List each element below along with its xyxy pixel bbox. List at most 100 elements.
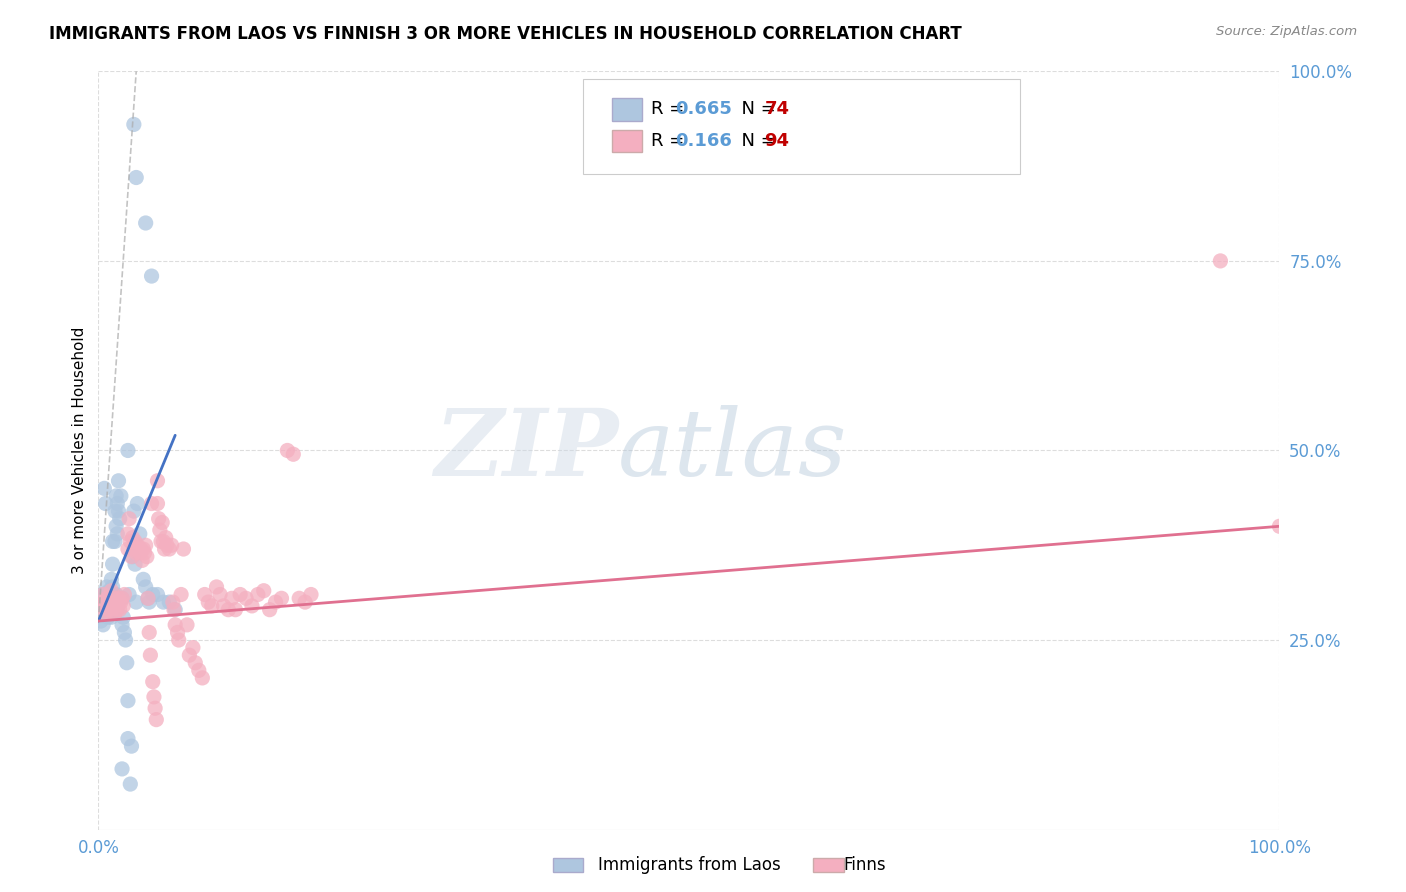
Point — [128, 546, 150, 560]
Point — [96, 603, 118, 617]
Point — [108, 512, 131, 526]
Point — [146, 496, 169, 510]
Point — [105, 519, 128, 533]
Point — [98, 595, 121, 609]
Point — [283, 447, 305, 461]
Point — [110, 489, 132, 503]
Point — [145, 713, 167, 727]
Point — [184, 656, 207, 670]
Point — [172, 541, 194, 557]
Point — [152, 595, 174, 609]
Point — [163, 603, 186, 617]
Point — [165, 603, 187, 617]
Point — [170, 588, 193, 602]
Point — [105, 496, 128, 510]
Point — [135, 216, 157, 230]
Point — [93, 482, 115, 496]
Point — [122, 541, 145, 557]
Point — [141, 269, 163, 284]
Point — [152, 534, 174, 549]
Point — [122, 117, 145, 131]
Point — [104, 534, 127, 549]
Point — [138, 625, 160, 640]
Text: IMMIGRANTS FROM LAOS VS FINNISH 3 OR MORE VEHICLES IN HOUSEHOLD CORRELATION CHAR: IMMIGRANTS FROM LAOS VS FINNISH 3 OR MOR… — [49, 25, 962, 43]
Point — [97, 603, 120, 617]
Point — [201, 599, 224, 613]
Point — [101, 534, 124, 549]
Point — [112, 610, 135, 624]
Point — [167, 633, 190, 648]
Point — [101, 599, 124, 613]
Point — [157, 595, 180, 609]
Point — [146, 588, 169, 602]
Point — [205, 580, 228, 594]
Point — [136, 591, 159, 606]
Point — [165, 617, 187, 632]
Point — [90, 603, 112, 617]
Point — [142, 588, 165, 602]
Point — [107, 591, 129, 606]
Point — [197, 595, 219, 609]
Point — [135, 549, 157, 564]
Point — [187, 664, 209, 678]
Point — [142, 674, 165, 689]
Text: 74: 74 — [765, 100, 790, 119]
Point — [96, 580, 118, 594]
Point — [89, 607, 111, 621]
Point — [191, 671, 214, 685]
Point — [1209, 253, 1232, 268]
Point — [253, 583, 276, 598]
Point — [299, 588, 322, 602]
Point — [128, 526, 150, 541]
Point — [212, 599, 235, 613]
Text: Source: ZipAtlas.com: Source: ZipAtlas.com — [1216, 25, 1357, 38]
Point — [128, 541, 150, 557]
Point — [125, 170, 148, 185]
Point — [112, 625, 135, 640]
Point — [98, 583, 121, 598]
Point — [111, 762, 134, 776]
FancyBboxPatch shape — [612, 98, 641, 120]
Text: 94: 94 — [765, 132, 790, 150]
Point — [229, 588, 252, 602]
Point — [93, 588, 115, 602]
Point — [217, 603, 239, 617]
Point — [132, 573, 155, 587]
Point — [246, 588, 269, 602]
Point — [91, 588, 114, 602]
Point — [105, 526, 128, 541]
Point — [101, 580, 124, 594]
Point — [125, 546, 148, 560]
Point — [136, 591, 159, 606]
Point — [276, 443, 298, 458]
Point — [104, 504, 127, 518]
Point — [108, 603, 131, 617]
Point — [103, 599, 125, 613]
FancyBboxPatch shape — [813, 858, 844, 872]
Point — [127, 538, 149, 552]
Point — [124, 557, 146, 572]
Point — [120, 534, 142, 549]
Point — [111, 591, 134, 606]
FancyBboxPatch shape — [582, 79, 1019, 174]
Point — [98, 595, 121, 609]
Point — [179, 648, 201, 662]
Point — [96, 591, 118, 606]
Point — [97, 591, 120, 606]
Point — [155, 531, 177, 545]
Point — [153, 541, 176, 557]
Point — [94, 607, 117, 621]
FancyBboxPatch shape — [612, 129, 641, 153]
Point — [104, 595, 127, 609]
Point — [125, 595, 148, 609]
Point — [90, 614, 112, 628]
Point — [209, 588, 232, 602]
Point — [294, 595, 316, 609]
Point — [194, 588, 217, 602]
Point — [121, 739, 143, 753]
Point — [104, 607, 127, 621]
Point — [150, 534, 173, 549]
Point — [120, 777, 142, 791]
Point — [121, 531, 143, 545]
Point — [166, 625, 188, 640]
